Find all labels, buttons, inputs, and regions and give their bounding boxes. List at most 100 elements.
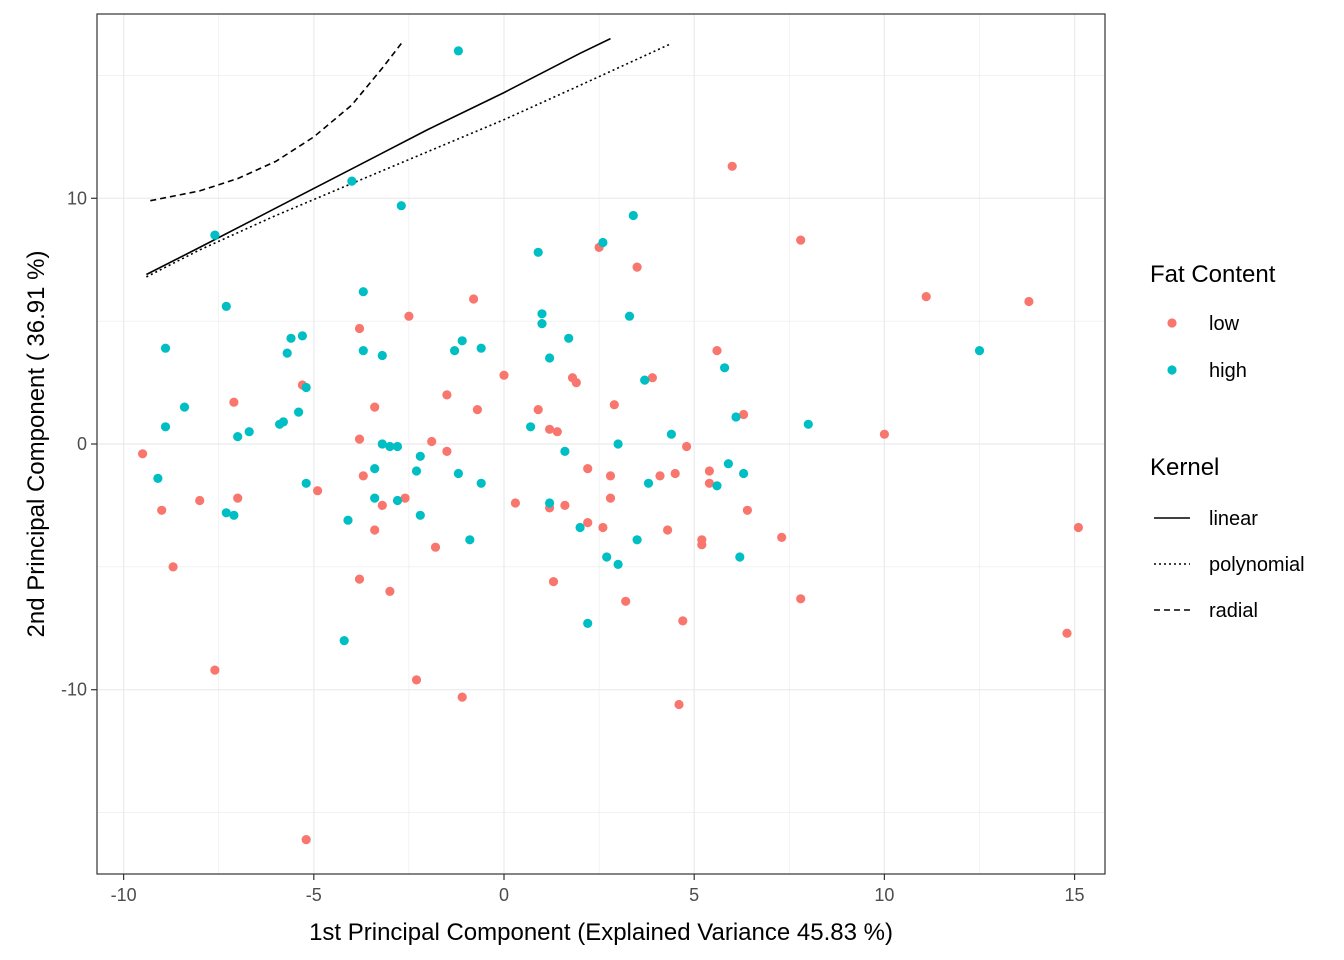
legend-key-low [1167,318,1177,328]
kernel-line-radial [150,43,402,202]
data-point-low [385,586,395,597]
data-point-high [392,441,403,452]
x-tick-label: 15 [1065,885,1085,905]
data-point-high [385,441,395,452]
data-point-low [796,594,806,604]
data-point-low [682,441,692,452]
data-point-low [674,699,684,710]
data-point-high [575,522,585,533]
data-point-high [537,319,547,329]
data-point-low [370,525,380,535]
data-point-low [670,468,680,479]
data-point-high [210,230,220,240]
legend-key-high [1167,365,1177,375]
data-point-low [1073,522,1083,533]
data-point-low [427,436,437,447]
data-point-high [229,510,239,520]
data-point-high [526,422,536,432]
data-point-high [453,468,463,479]
data-point-low [583,518,593,528]
data-point-high [453,46,463,56]
data-point-high [632,535,642,545]
data-point-low [621,596,631,606]
data-point-high [221,301,231,311]
x-tick-label: 5 [689,885,699,905]
data-point-high [666,429,677,439]
data-point-low [777,532,787,543]
data-point-low [442,446,452,456]
data-point-low [157,505,167,515]
data-point-low [712,346,722,356]
data-point-high [301,478,311,488]
data-point-low [571,378,581,388]
data-point-high [624,311,635,321]
data-point-high [377,439,387,449]
y-tick-label: -10 [61,680,87,700]
data-point-high [533,247,543,257]
data-point-high [564,333,574,343]
data-point-low [469,294,479,304]
data-point-low [195,495,205,506]
data-point-low [138,449,148,459]
data-point-high [450,346,460,356]
data-point-low [598,522,608,533]
data-point-low [704,466,715,476]
data-point-high [347,176,357,186]
data-points [138,46,1083,845]
data-point-low [1062,628,1072,638]
data-point-high [640,375,650,385]
data-point-low [552,427,562,437]
data-point-high [370,464,380,474]
data-point-high [358,287,368,297]
data-point-low [921,292,931,302]
data-point-high [294,407,304,417]
data-point-low [663,525,673,535]
data-point-high [297,331,307,341]
y-tick-label: 10 [67,188,87,208]
data-point-low [533,405,543,415]
data-point-high [643,478,654,488]
data-point-high [343,515,353,525]
x-tick-label: -5 [306,885,322,905]
legend-label-low: low [1209,313,1240,335]
data-point-high [153,473,163,483]
y-tick-label: 0 [77,434,87,454]
data-point-high [160,343,171,353]
data-point-low [510,498,520,508]
data-point-low [430,542,441,552]
data-point-high [358,346,368,356]
data-point-high [457,336,467,346]
data-point-high [160,422,171,432]
data-point-low [739,409,749,420]
data-point-high [233,432,243,442]
data-point-high [803,419,813,429]
data-point-high [301,382,311,393]
data-point-low [560,500,570,510]
data-point-low [879,429,890,439]
data-point-high [735,552,745,562]
data-point-low [742,505,753,515]
y-axis-title: 2nd Principal Component ( 36.91 %) [23,251,50,638]
legend-label-linear: linear [1209,508,1258,530]
data-point-high [628,210,638,221]
data-point-high [739,468,749,479]
data-point-low [609,400,619,410]
data-point-low [301,835,311,845]
data-point-high [370,493,380,503]
legend-title: Kernel [1150,454,1219,481]
data-point-low [548,577,559,587]
data-point-high [377,350,387,361]
data-point-high [723,459,734,469]
data-point-low [358,471,368,481]
data-point-high [396,201,406,211]
data-point-low [411,675,422,685]
kernel-line-linear [146,37,611,276]
data-point-low [370,402,380,412]
data-point-high [537,309,547,319]
data-point-low [605,493,616,503]
data-point-low [1024,296,1034,307]
data-point-low [400,493,410,503]
x-tick-label: 0 [499,885,509,905]
data-point-low [545,424,555,434]
